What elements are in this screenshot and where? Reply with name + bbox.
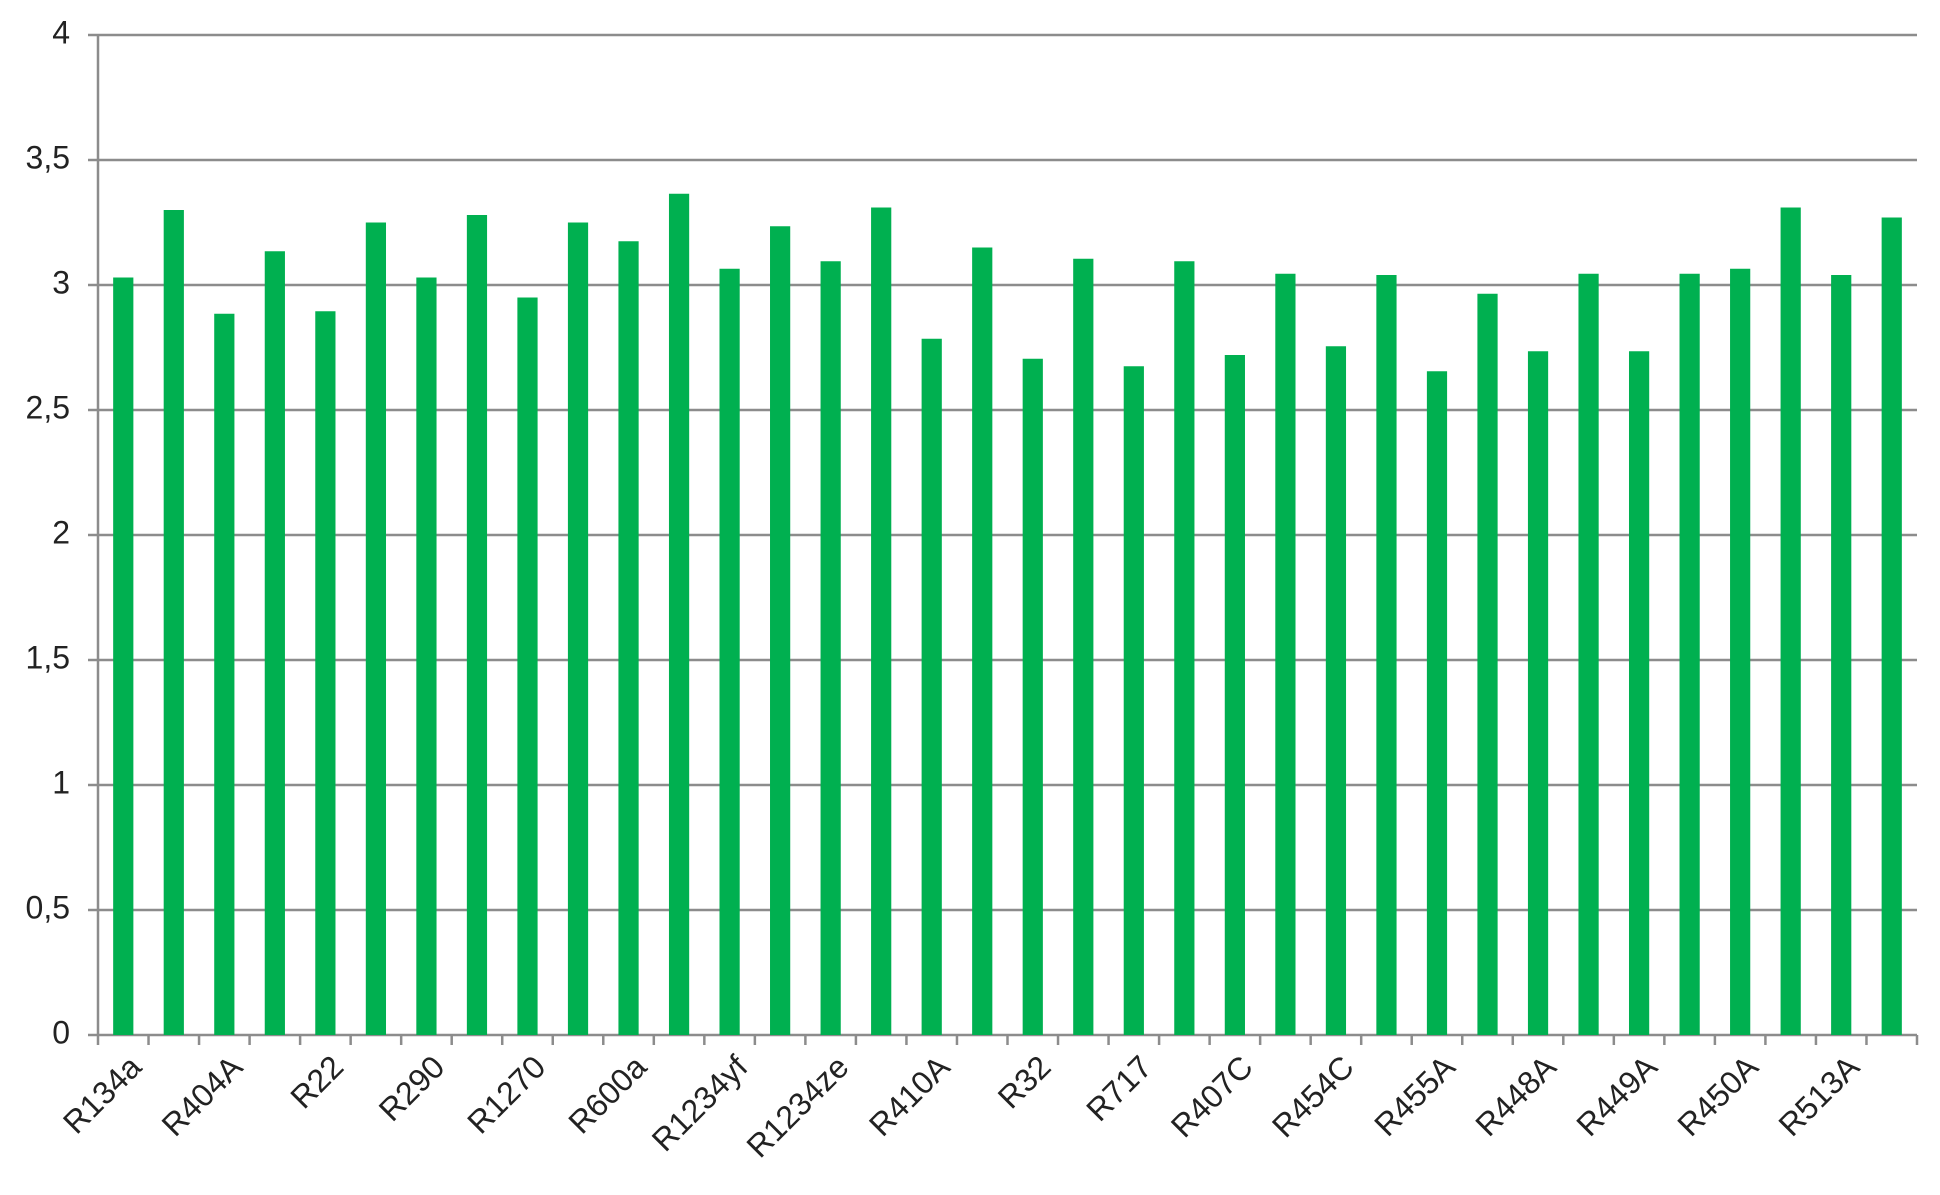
bar xyxy=(820,261,841,1035)
bar xyxy=(1275,273,1296,1035)
bar xyxy=(163,210,184,1035)
bar xyxy=(1578,273,1599,1035)
x-tick-label: R290 xyxy=(372,1048,452,1128)
bar xyxy=(517,297,538,1035)
bar xyxy=(466,215,488,1035)
bar xyxy=(315,311,336,1035)
y-tick-label: 3 xyxy=(52,264,70,300)
x-tick-label: R1234ze xyxy=(740,1048,856,1164)
bar xyxy=(1224,355,1245,1035)
bar xyxy=(214,313,235,1035)
y-tick-label: 1 xyxy=(52,764,70,800)
bar xyxy=(1123,366,1144,1035)
bar xyxy=(1073,258,1094,1035)
bar xyxy=(1679,273,1700,1035)
bar xyxy=(1376,275,1397,1035)
y-tick-label: 0,5 xyxy=(26,889,70,925)
bar xyxy=(1831,275,1852,1035)
bar xyxy=(1881,217,1902,1035)
x-tick-label: R455A xyxy=(1367,1048,1462,1143)
bar xyxy=(1780,207,1801,1035)
x-tick-label: R448A xyxy=(1468,1048,1563,1143)
bar xyxy=(1325,346,1347,1035)
bar xyxy=(416,277,437,1035)
x-tick-label: R134a xyxy=(56,1048,148,1140)
x-tick-label: R407C xyxy=(1164,1048,1260,1144)
bar xyxy=(567,222,589,1035)
bar xyxy=(668,193,690,1035)
y-tick-label: 2,5 xyxy=(26,389,70,425)
bar xyxy=(871,207,892,1035)
y-tick-label: 2 xyxy=(52,514,70,550)
bar xyxy=(1426,371,1448,1035)
bar xyxy=(113,277,134,1035)
x-tick-label: R1270 xyxy=(460,1048,552,1140)
x-tick-label: R600a xyxy=(561,1048,653,1140)
bar xyxy=(770,226,791,1035)
x-tick-label: R513A xyxy=(1771,1048,1866,1143)
x-tick-label: R1234yf xyxy=(645,1048,755,1158)
x-tick-label: R410A xyxy=(862,1048,957,1143)
x-tick-label: R449A xyxy=(1569,1048,1664,1143)
y-tick-label: 4 xyxy=(52,14,70,50)
bar xyxy=(1477,293,1498,1035)
y-tick-label: 1,5 xyxy=(26,639,70,675)
bar xyxy=(1730,268,1751,1035)
bar xyxy=(1527,351,1549,1035)
y-tick-label: 3,5 xyxy=(26,139,70,175)
y-tick-label: 0 xyxy=(52,1014,70,1050)
bar xyxy=(1174,261,1195,1035)
bar xyxy=(719,268,740,1035)
bar xyxy=(1628,351,1650,1035)
bar xyxy=(618,241,639,1035)
bar xyxy=(1022,358,1043,1035)
x-tick-label: R450A xyxy=(1670,1048,1765,1143)
x-tick-label: R22 xyxy=(283,1048,350,1115)
x-tick-label: R32 xyxy=(991,1048,1058,1115)
bar xyxy=(264,251,285,1035)
x-tick-label: R404A xyxy=(155,1048,250,1143)
bar xyxy=(365,222,387,1035)
bar xyxy=(921,338,942,1035)
bar xyxy=(972,247,993,1035)
x-tick-label: R717 xyxy=(1079,1048,1159,1128)
x-tick-label: R454C xyxy=(1265,1048,1361,1144)
